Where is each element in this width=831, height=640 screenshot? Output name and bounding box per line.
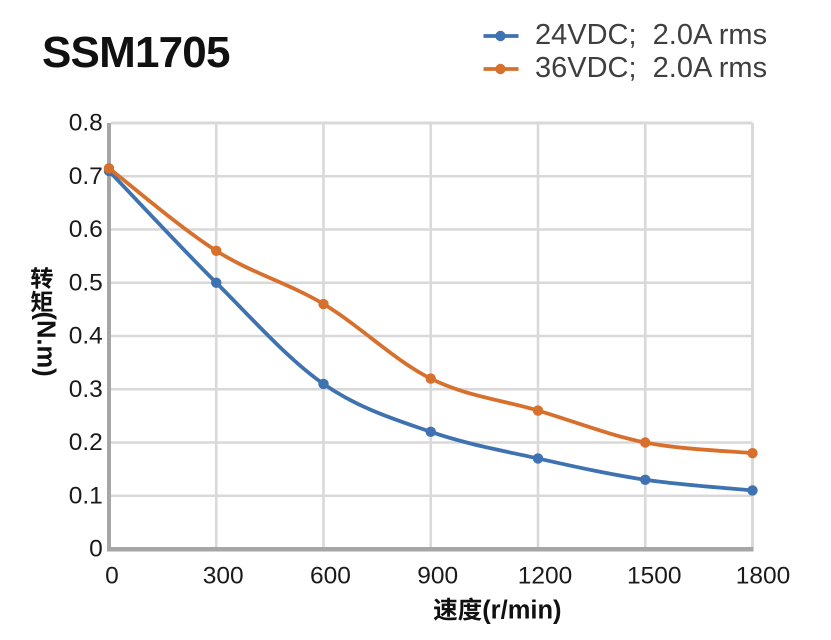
y-tick-label: 0.2 bbox=[69, 429, 103, 456]
legend: 24VDC; 2.0A rms 36VDC; 2.0A rms bbox=[483, 19, 767, 85]
x-axis-title: (r/min) bbox=[433, 597, 562, 625]
y-tick-label: 0.1 bbox=[69, 482, 103, 509]
data-point-marker bbox=[211, 277, 222, 288]
data-point-marker bbox=[532, 453, 544, 464]
data-point-marker bbox=[318, 298, 329, 310]
axes bbox=[107, 123, 754, 552]
data-point-marker bbox=[425, 426, 436, 438]
x-tick-label: 1500 bbox=[627, 563, 682, 590]
legend-marker-icon bbox=[483, 30, 519, 41]
cjk-glyph bbox=[433, 597, 458, 621]
x-tick-label: 1200 bbox=[518, 563, 573, 590]
legend-marker-dot bbox=[495, 30, 506, 41]
data-point-marker bbox=[747, 447, 758, 459]
x-tick-labels: 0 300 600 900 1200 1500 1800 bbox=[105, 563, 790, 590]
chart-title: SSM1705 bbox=[42, 28, 230, 77]
axis-title-latin-part: (r/min) bbox=[482, 597, 561, 625]
gridlines bbox=[111, 121, 754, 547]
legend-label: 36VDC; 2.0A rms bbox=[535, 52, 768, 84]
series-36vdc bbox=[103, 163, 758, 459]
y-tick-label: 0.4 bbox=[69, 323, 103, 350]
data-point-marker bbox=[425, 373, 436, 384]
x-tick-label: 300 bbox=[203, 563, 244, 590]
legend-item: 24VDC; 2.0A rms bbox=[483, 19, 767, 52]
legend-marker-icon bbox=[483, 63, 519, 74]
y-tick-label: 0.3 bbox=[69, 376, 103, 403]
x-tick-label: 0 bbox=[105, 563, 119, 590]
legend-item: 36VDC; 2.0A rms bbox=[483, 52, 767, 85]
y-tick-label: 0.7 bbox=[69, 163, 103, 190]
axis-title-latin-part: (N.m) bbox=[32, 312, 60, 377]
data-point-marker bbox=[532, 405, 544, 416]
data-point-marker bbox=[103, 163, 115, 174]
cjk-glyph bbox=[30, 266, 53, 289]
data-point-marker bbox=[211, 245, 222, 256]
legend-label: 24VDC; 2.0A rms bbox=[535, 19, 768, 51]
series-24vdc bbox=[103, 165, 758, 496]
cjk-glyph bbox=[458, 597, 482, 621]
y-tick-label: 0 bbox=[89, 536, 103, 563]
data-point-marker bbox=[640, 474, 651, 485]
data-point-marker bbox=[747, 485, 758, 496]
y-tick-labels: 0 0.1 0.2 0.3 0.4 0.5 0.6 0.7 0.8 bbox=[69, 110, 103, 563]
y-axis-title: (N.m) bbox=[30, 266, 60, 377]
y-tick-label: 0.6 bbox=[69, 216, 103, 243]
data-point-marker bbox=[640, 437, 651, 448]
x-tick-label: 900 bbox=[417, 563, 458, 590]
cjk-glyph bbox=[30, 290, 53, 313]
y-tick-label: 0.5 bbox=[69, 269, 103, 296]
x-tick-label: 600 bbox=[310, 563, 351, 590]
x-tick-label: 1800 bbox=[736, 563, 791, 590]
legend-marker-dot bbox=[495, 63, 506, 74]
y-tick-label: 0.8 bbox=[69, 110, 103, 137]
data-point-marker bbox=[318, 378, 329, 390]
